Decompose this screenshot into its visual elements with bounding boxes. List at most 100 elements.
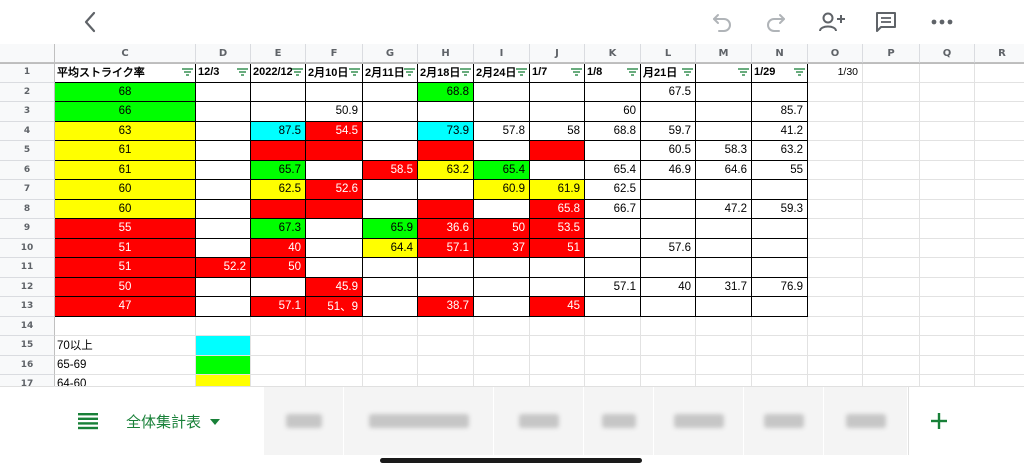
spreadsheet-grid[interactable]: C D E F G H I J K L M N O P Q R 1 2 3 4 5 6 7 8 9 10 11 12 13 14 15 16 1… xyxy=(0,44,1024,386)
filter-icon[interactable] xyxy=(460,68,471,76)
table-cell[interactable] xyxy=(641,199,696,219)
grid-cell[interactable] xyxy=(920,336,975,356)
grid-cell[interactable] xyxy=(920,238,975,258)
grid-cell[interactable] xyxy=(530,316,585,336)
grid-cell[interactable] xyxy=(975,180,1024,200)
table-cell[interactable] xyxy=(306,238,363,258)
table-cell[interactable] xyxy=(585,219,641,239)
more-icon[interactable] xyxy=(924,0,960,44)
table-cell[interactable] xyxy=(196,121,251,141)
table-cell[interactable] xyxy=(251,141,306,161)
table-cell[interactable]: 62.5 xyxy=(585,180,641,200)
grid-cell[interactable] xyxy=(975,336,1024,356)
table-cell[interactable]: 64.4 xyxy=(363,238,418,258)
table-cell[interactable] xyxy=(752,180,808,200)
grid-cell[interactable] xyxy=(975,356,1024,375)
row-header[interactable]: 14 xyxy=(0,316,55,336)
row-header[interactable]: 10 xyxy=(0,238,55,258)
table-cell[interactable] xyxy=(474,258,530,278)
table-cell[interactable]: 37 xyxy=(474,238,530,258)
grid-cell[interactable] xyxy=(920,219,975,239)
grid-cell[interactable] xyxy=(920,258,975,278)
table-cell[interactable] xyxy=(474,102,530,122)
table-cell[interactable]: 59.3 xyxy=(752,199,808,219)
table-header-cell[interactable]: 2月24日 xyxy=(474,63,530,83)
grid-cell[interactable] xyxy=(418,375,474,386)
grid-cell[interactable] xyxy=(418,336,474,356)
grid-cell[interactable] xyxy=(251,375,306,386)
table-cell[interactable]: 68.8 xyxy=(585,121,641,141)
table-cell[interactable] xyxy=(363,82,418,102)
grid-cell[interactable] xyxy=(975,278,1024,297)
table-cell[interactable]: 73.9 xyxy=(418,121,474,141)
table-cell[interactable] xyxy=(418,199,474,219)
table-cell[interactable]: 66 xyxy=(55,102,196,122)
table-cell[interactable] xyxy=(530,102,585,122)
grid-cell[interactable] xyxy=(863,199,920,219)
grid-cell[interactable] xyxy=(863,219,920,239)
tab-blurred[interactable] xyxy=(823,387,907,455)
undo-icon[interactable] xyxy=(704,0,740,44)
table-cell[interactable] xyxy=(696,102,752,122)
table-cell[interactable]: 65.8 xyxy=(530,199,585,219)
grid-cell[interactable] xyxy=(863,82,920,102)
table-header-cell[interactable]: 2月11日 xyxy=(363,63,418,83)
table-cell[interactable]: 52.2 xyxy=(196,258,251,278)
tab-blurred[interactable] xyxy=(653,387,743,455)
table-header-cell[interactable]: 1/8 xyxy=(585,63,641,83)
row-header[interactable]: 8 xyxy=(0,199,55,219)
table-cell[interactable] xyxy=(585,297,641,317)
redo-icon[interactable] xyxy=(758,0,794,44)
table-cell[interactable] xyxy=(752,82,808,102)
table-cell[interactable] xyxy=(696,180,752,200)
table-cell[interactable] xyxy=(363,297,418,317)
table-cell[interactable]: 52.6 xyxy=(306,180,363,200)
table-cell[interactable]: 40 xyxy=(641,277,696,297)
table-cell[interactable] xyxy=(363,277,418,297)
table-cell[interactable] xyxy=(752,258,808,278)
row-header[interactable]: 5 xyxy=(0,141,55,161)
grid-cell[interactable] xyxy=(863,160,920,180)
table-cell[interactable]: 60 xyxy=(55,180,196,200)
table-cell[interactable]: 51 xyxy=(55,258,196,278)
grid-cell[interactable] xyxy=(863,258,920,278)
grid-cell[interactable] xyxy=(363,375,418,386)
grid-cell[interactable] xyxy=(975,102,1024,122)
table-header-cell[interactable]: 月21日 xyxy=(641,63,696,83)
table-cell[interactable]: 53.5 xyxy=(530,219,585,239)
table-cell[interactable] xyxy=(696,258,752,278)
table-cell[interactable] xyxy=(585,238,641,258)
table-header-cell[interactable]: 2月18日 xyxy=(418,63,474,83)
grid-cell[interactable] xyxy=(863,316,920,336)
table-cell[interactable] xyxy=(530,160,585,180)
row-header[interactable]: 13 xyxy=(0,297,55,317)
table-cell[interactable]: 57.1 xyxy=(251,297,306,317)
table-cell[interactable] xyxy=(752,219,808,239)
table-cell[interactable] xyxy=(641,219,696,239)
filter-icon[interactable] xyxy=(292,68,303,76)
table-cell[interactable] xyxy=(306,82,363,102)
table-cell[interactable]: 51、9 xyxy=(306,297,363,317)
table-cell[interactable]: 54.5 xyxy=(306,121,363,141)
table-cell[interactable] xyxy=(196,238,251,258)
table-cell[interactable] xyxy=(418,141,474,161)
filter-icon[interactable] xyxy=(237,68,248,76)
table-cell[interactable]: 51 xyxy=(530,238,585,258)
header-extra-value[interactable]: 1/30 xyxy=(808,63,863,83)
table-cell[interactable] xyxy=(530,82,585,102)
grid-cell[interactable] xyxy=(251,336,306,356)
table-cell[interactable] xyxy=(196,277,251,297)
grid-cell[interactable] xyxy=(863,277,920,297)
table-cell[interactable] xyxy=(196,219,251,239)
column-header[interactable]: C xyxy=(55,44,196,63)
table-cell[interactable] xyxy=(585,82,641,102)
table-cell[interactable]: 63.2 xyxy=(418,160,474,180)
column-header[interactable]: N xyxy=(752,44,808,63)
table-cell[interactable] xyxy=(363,258,418,278)
table-cell[interactable] xyxy=(752,297,808,317)
column-header[interactable]: R xyxy=(975,44,1024,63)
grid-cell[interactable] xyxy=(530,336,585,356)
grid-cell[interactable] xyxy=(975,375,1024,386)
grid-cell[interactable] xyxy=(863,180,920,200)
table-cell[interactable]: 47 xyxy=(55,297,196,317)
